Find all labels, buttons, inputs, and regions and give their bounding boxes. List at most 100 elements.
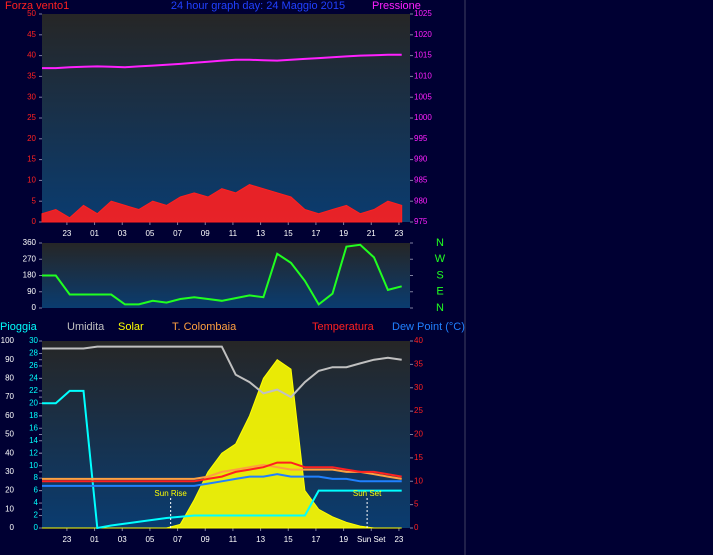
x-tick-label: 09 [201,535,210,544]
y-tick-label: 45 [27,30,36,39]
y3-tick-label: 35 [414,359,423,368]
y2-tick-label: 22 [29,386,38,395]
y-tick-label: 25 [27,113,36,122]
y2-tick-label: 985 [414,176,428,185]
y2-tick-label: 1020 [414,30,432,39]
y2-tick-label: 1005 [414,92,432,101]
x-tick-label: 03 [118,535,127,544]
x-tick-label: 07 [173,229,182,238]
y2-tick-label: N [436,237,444,249]
x-tick-label: 13 [256,535,265,544]
y-tick-label: 10 [5,504,14,513]
x-tick-label: 03 [118,229,127,238]
legend-entry: T. Colombaia [172,321,237,333]
y2-tick-label: S [436,269,443,281]
y2-tick-label: 30 [29,336,38,345]
y-tick-label: 90 [5,355,14,364]
y-tick-label: 100 [1,336,15,345]
chart-title: 24 hour graph day: 24 Maggio 2015 [171,0,345,12]
y-axis-title: Forza vento1 [5,0,69,12]
series-line [42,53,402,70]
y-tick-label: 10 [27,176,36,185]
x-tick-label: 09 [201,229,210,238]
y2-tick-label: 1010 [414,72,432,81]
y-tick-label: 20 [5,486,14,495]
y2-tick-label: 24 [29,374,38,383]
y2-tick-label: 0 [34,523,39,532]
y-tick-label: 50 [27,9,36,18]
y-tick-label: 5 [32,196,37,205]
x-tick-label: 23 [394,535,403,544]
y3-tick-label: 15 [414,453,423,462]
y2-tick-label: 10 [29,461,38,470]
y2-tick-label: 14 [29,436,38,445]
y-tick-label: 40 [5,448,14,457]
y3-tick-label: 0 [414,523,419,532]
y2-tick-label: 995 [414,134,428,143]
x-tick-label: 05 [145,229,154,238]
y-tick-label: 40 [27,51,36,60]
y-tick-label: 30 [5,467,14,476]
y2-tick-label: 1025 [414,9,432,18]
annotation-label: Sun Rise [154,489,187,498]
x-tick-label: Sun Set [357,535,386,544]
y2-tick-label: 980 [414,196,428,205]
y2-tick-label: 1015 [414,51,432,60]
y2-tick-label: 28 [29,349,38,358]
x-tick-label: 15 [284,229,293,238]
y-tick-label: 0 [32,217,37,226]
y2-tick-label: 26 [29,361,38,370]
x-tick-label: 21 [367,229,376,238]
y2-tick-label: 16 [29,423,38,432]
y-tick-label: 180 [23,271,37,280]
annotation-label: Sun Set [353,489,382,498]
y-tick-label: 35 [27,72,36,81]
legend-entry: Temperatura [312,321,375,333]
y2-tick-label: E [436,286,443,298]
y2-tick-label: 18 [29,411,38,420]
x-tick-label: 15 [284,535,293,544]
series-area [41,184,403,223]
x-tick-label: 07 [173,535,182,544]
series-line [42,243,402,306]
y-tick-label: 90 [27,287,36,296]
legend-entry: Dew Point (°C) [392,321,465,333]
y-tick-label: 80 [5,374,14,383]
x-tick-label: 23 [62,229,71,238]
y-tick-label: 0 [10,523,15,532]
y2-tick-label: 4 [34,498,39,507]
y3-tick-label: 25 [414,406,423,415]
x-tick-label: 23 [62,535,71,544]
x-tick-label: 19 [339,535,348,544]
x-tick-label: 19 [339,229,348,238]
x-tick-label: 23 [394,229,403,238]
x-tick-label: 11 [229,535,238,544]
y3-tick-label: 10 [414,476,423,485]
series-line [42,473,402,487]
y3-tick-label: 30 [414,383,423,392]
x-tick-label: 11 [229,229,238,238]
y3-tick-label: 40 [414,336,423,345]
series-area [42,359,402,529]
x-tick-label: 17 [311,535,320,544]
y-tick-label: 270 [23,254,37,263]
y2-tick-label: 20 [29,398,38,407]
series-line [42,345,402,399]
y2-tick-label: N [436,302,444,314]
y-tick-label: 360 [23,238,37,247]
y-tick-label: 70 [5,392,14,401]
y2-tick-label: 975 [414,217,428,226]
series-line [42,461,402,483]
legend-entry: Pioggia [0,321,38,333]
y2-tick-label: 12 [29,448,38,457]
series-line [42,463,402,480]
y-tick-label: 15 [27,155,36,164]
legend-entry: Solar [118,321,144,333]
y3-tick-label: 20 [414,430,423,439]
y-tick-label: 0 [32,303,37,312]
y2-tick-label: W [435,253,446,265]
plot-area [42,243,410,308]
plot-area [42,14,410,222]
x-tick-label: 17 [311,229,320,238]
